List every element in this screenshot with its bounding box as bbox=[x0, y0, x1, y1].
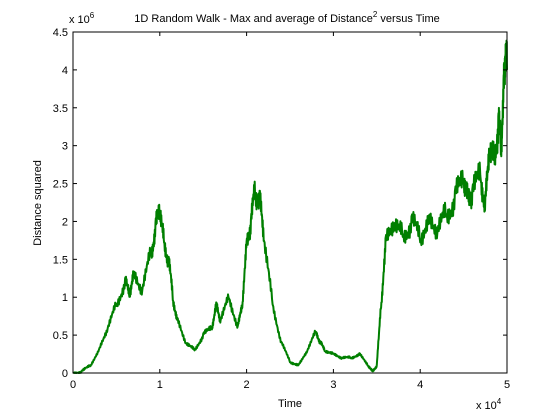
y-tick-label: 4 bbox=[62, 65, 68, 77]
y-axis-label: Distance squared bbox=[32, 160, 44, 246]
chart-title: 1D Random Walk - Max and average of Dist… bbox=[134, 10, 439, 25]
y-tick-label: 1 bbox=[62, 292, 68, 304]
x-tick-label: 5 bbox=[504, 379, 510, 391]
y-tick-label: 2.5 bbox=[53, 179, 68, 191]
series-layer bbox=[72, 39, 508, 374]
x-axis-label: Time bbox=[278, 398, 302, 410]
x-multiplier: x 104 bbox=[476, 397, 502, 412]
plot-frame bbox=[72, 31, 508, 374]
series-line-0 bbox=[72, 39, 508, 374]
y-multiplier: x 106 bbox=[69, 11, 95, 26]
y-tick-label: 0.5 bbox=[53, 330, 68, 342]
x-tick-label: 0 bbox=[70, 379, 76, 391]
x-tick-label: 3 bbox=[330, 379, 336, 391]
y-tick-label: 2 bbox=[62, 216, 68, 228]
y-tick-label: 4.5 bbox=[53, 27, 68, 39]
y-tick-label: 1.5 bbox=[53, 254, 68, 266]
title-superscript: 2 bbox=[373, 10, 378, 19]
y-tick-label: 3.5 bbox=[53, 103, 68, 115]
x-tick-label: 1 bbox=[157, 379, 163, 391]
y-tick-label: 0 bbox=[62, 368, 68, 380]
tick-layer: 0 1 2 3 4 5 0 0.5 1 1.5 2 2.5 3 3.5 4 4.5 bbox=[53, 27, 510, 391]
x-tick-label: 4 bbox=[417, 379, 423, 391]
title-tail: versus Time bbox=[377, 13, 439, 25]
x-tick-label: 2 bbox=[244, 379, 250, 391]
y-tick-label: 3 bbox=[62, 141, 68, 153]
plot-area bbox=[73, 32, 507, 373]
